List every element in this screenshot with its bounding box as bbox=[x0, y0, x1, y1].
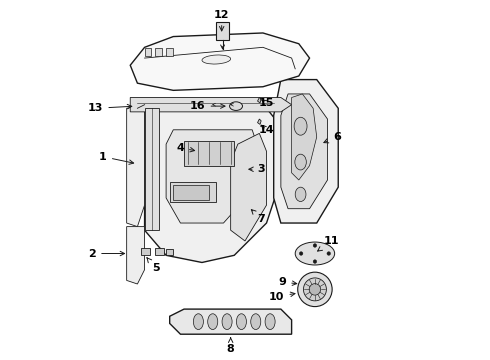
Polygon shape bbox=[258, 119, 261, 125]
Bar bbox=[170, 182, 216, 202]
Text: 11: 11 bbox=[318, 236, 340, 251]
Ellipse shape bbox=[230, 102, 243, 111]
Bar bbox=[141, 248, 150, 255]
Bar bbox=[166, 48, 172, 56]
Circle shape bbox=[298, 272, 332, 307]
Polygon shape bbox=[145, 108, 159, 230]
Bar bbox=[173, 185, 209, 200]
Ellipse shape bbox=[295, 154, 306, 170]
Ellipse shape bbox=[294, 117, 307, 135]
Text: 15: 15 bbox=[259, 98, 274, 108]
Circle shape bbox=[313, 260, 317, 264]
Circle shape bbox=[327, 252, 331, 255]
Circle shape bbox=[313, 244, 317, 247]
Circle shape bbox=[299, 252, 303, 255]
Ellipse shape bbox=[265, 314, 275, 329]
Text: 14: 14 bbox=[259, 125, 274, 135]
Text: 16: 16 bbox=[190, 101, 225, 111]
Bar bbox=[155, 48, 162, 56]
Polygon shape bbox=[292, 94, 317, 180]
Polygon shape bbox=[281, 94, 327, 209]
Text: 4: 4 bbox=[176, 143, 195, 153]
Polygon shape bbox=[166, 130, 259, 223]
Text: 13: 13 bbox=[88, 103, 132, 113]
Circle shape bbox=[309, 284, 320, 295]
Ellipse shape bbox=[295, 187, 306, 202]
Polygon shape bbox=[130, 33, 310, 90]
Bar bbox=[184, 140, 234, 166]
Polygon shape bbox=[130, 98, 292, 112]
Polygon shape bbox=[170, 309, 292, 334]
Polygon shape bbox=[258, 98, 261, 103]
Ellipse shape bbox=[236, 314, 246, 329]
Ellipse shape bbox=[251, 314, 261, 329]
Text: 10: 10 bbox=[269, 292, 295, 302]
Circle shape bbox=[303, 278, 326, 301]
Text: 8: 8 bbox=[227, 338, 235, 354]
Bar bbox=[145, 48, 151, 56]
Ellipse shape bbox=[194, 314, 203, 329]
Text: 1: 1 bbox=[99, 152, 134, 165]
Ellipse shape bbox=[295, 242, 335, 265]
Text: 12: 12 bbox=[214, 10, 229, 31]
Bar bbox=[155, 248, 164, 255]
Bar bbox=[166, 249, 173, 255]
Polygon shape bbox=[231, 134, 267, 241]
Polygon shape bbox=[126, 226, 145, 284]
Text: 3: 3 bbox=[249, 164, 265, 174]
Text: 9: 9 bbox=[278, 277, 297, 287]
Polygon shape bbox=[274, 80, 338, 223]
Text: 2: 2 bbox=[88, 248, 124, 258]
Text: 5: 5 bbox=[147, 258, 159, 273]
Text: 7: 7 bbox=[251, 210, 265, 224]
Ellipse shape bbox=[202, 55, 231, 64]
Bar bbox=[216, 22, 229, 40]
Ellipse shape bbox=[222, 314, 232, 329]
Ellipse shape bbox=[208, 314, 218, 329]
Polygon shape bbox=[126, 105, 145, 226]
Polygon shape bbox=[145, 108, 281, 262]
Text: 6: 6 bbox=[324, 132, 341, 143]
